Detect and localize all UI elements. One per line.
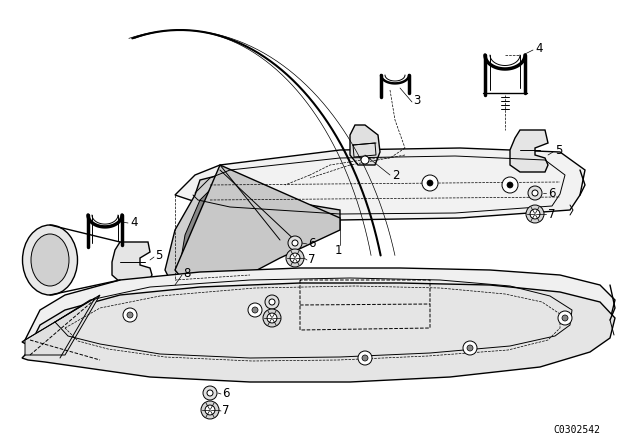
Circle shape	[207, 390, 213, 396]
Circle shape	[362, 355, 368, 361]
Circle shape	[290, 253, 300, 263]
Circle shape	[123, 308, 137, 322]
Text: 7: 7	[308, 253, 316, 266]
Circle shape	[248, 303, 262, 317]
Circle shape	[267, 313, 277, 323]
Circle shape	[562, 315, 568, 321]
Polygon shape	[22, 283, 615, 382]
Circle shape	[558, 311, 572, 325]
Circle shape	[526, 205, 544, 223]
Ellipse shape	[31, 234, 69, 286]
Text: 7: 7	[222, 404, 230, 417]
Circle shape	[265, 295, 279, 309]
Polygon shape	[180, 185, 300, 280]
Polygon shape	[165, 175, 340, 290]
Polygon shape	[22, 268, 615, 365]
Circle shape	[252, 307, 258, 313]
Ellipse shape	[22, 225, 77, 295]
Text: 4: 4	[130, 215, 138, 228]
Text: 8: 8	[183, 267, 190, 280]
Text: 5: 5	[555, 143, 563, 156]
Circle shape	[502, 177, 518, 193]
Circle shape	[358, 351, 372, 365]
Circle shape	[422, 175, 438, 191]
Text: 6: 6	[222, 387, 230, 400]
Text: 6: 6	[308, 237, 316, 250]
Circle shape	[467, 345, 473, 351]
Circle shape	[286, 249, 304, 267]
Circle shape	[269, 299, 275, 305]
Polygon shape	[175, 148, 585, 220]
Circle shape	[263, 309, 281, 327]
Text: C0302542: C0302542	[553, 425, 600, 435]
Polygon shape	[350, 125, 380, 165]
Circle shape	[507, 182, 513, 188]
Circle shape	[127, 312, 133, 318]
Text: 4: 4	[535, 42, 543, 55]
Circle shape	[463, 341, 477, 355]
Text: 3: 3	[413, 94, 420, 107]
Circle shape	[528, 186, 542, 200]
Circle shape	[427, 180, 433, 186]
Text: 7: 7	[548, 207, 556, 220]
Polygon shape	[175, 165, 340, 300]
Polygon shape	[25, 295, 100, 355]
Text: 5: 5	[155, 249, 163, 262]
Circle shape	[361, 156, 369, 164]
Circle shape	[292, 240, 298, 246]
Polygon shape	[112, 242, 152, 282]
Circle shape	[201, 401, 219, 419]
Circle shape	[288, 236, 302, 250]
Circle shape	[203, 386, 217, 400]
Text: 2: 2	[392, 168, 399, 181]
Circle shape	[205, 405, 215, 415]
Text: 6: 6	[548, 186, 556, 199]
Text: 1: 1	[335, 244, 342, 257]
Circle shape	[530, 209, 540, 219]
Circle shape	[532, 190, 538, 196]
Polygon shape	[510, 130, 548, 172]
